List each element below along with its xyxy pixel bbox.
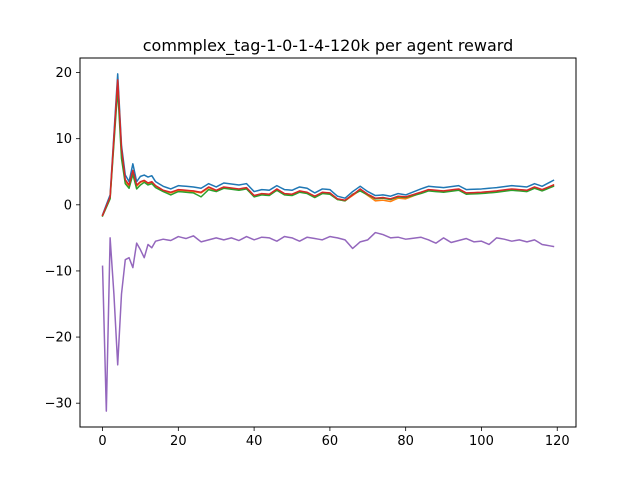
x-tick-label: 40 [246,434,263,449]
x-axis: 0 20 40 60 80 100 120 [98,427,570,449]
series-layer [101,73,555,412]
plot-frame [79,57,577,428]
chart-title: commplex_tag-1-0-1-4-120k per agent rewa… [143,36,513,56]
series-line-5 [101,231,555,412]
x-tick-label: 120 [545,434,570,449]
y-tick-label: 0 [64,198,72,213]
y-tick-label: 20 [55,66,72,81]
y-tick-label: −20 [45,331,72,346]
y-tick-label: −10 [45,264,72,279]
x-tick-label: 100 [469,434,494,449]
series-line-4 [101,79,555,217]
x-tick-label: 20 [170,434,187,449]
x-tick-label: 60 [322,434,339,449]
x-tick-label: 0 [98,434,106,449]
x-tick-label: 80 [397,434,414,449]
y-tick-label: 10 [55,132,72,147]
series-line-1 [101,73,555,216]
y-tick-label: −30 [45,397,72,412]
y-axis: −30 −20 −10 0 10 20 [45,66,80,412]
series-line-3 [101,88,555,218]
